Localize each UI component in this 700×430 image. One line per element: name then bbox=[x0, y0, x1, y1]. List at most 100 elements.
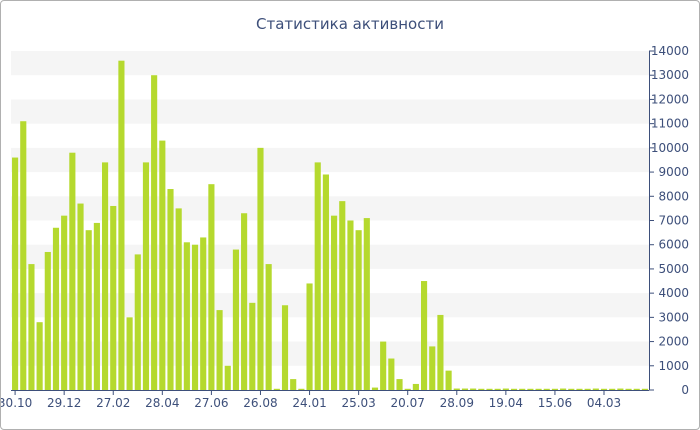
bar bbox=[429, 346, 436, 390]
bar bbox=[527, 388, 534, 390]
bar bbox=[445, 370, 452, 390]
bar bbox=[494, 388, 501, 390]
bar bbox=[453, 388, 460, 390]
bar bbox=[510, 388, 518, 390]
bar bbox=[306, 283, 313, 390]
grid-band bbox=[11, 196, 649, 221]
y-tick-label: 14000 bbox=[651, 44, 689, 58]
bar bbox=[52, 227, 60, 390]
y-tick-label: 11000 bbox=[651, 117, 689, 131]
bar bbox=[134, 254, 141, 390]
bar bbox=[175, 208, 182, 390]
bar bbox=[167, 189, 174, 390]
y-tick-label: 3000 bbox=[658, 310, 689, 324]
grid-band bbox=[11, 51, 649, 76]
y-tick-label: 7000 bbox=[658, 214, 689, 228]
x-tick-label: 25.03 bbox=[341, 396, 375, 410]
bar bbox=[265, 264, 272, 390]
x-tick-labels: 30.10 29.12 27.02 28.04 27.06 26.08 24.01 25.03… bbox=[1, 390, 621, 410]
bars bbox=[12, 60, 648, 390]
bar bbox=[486, 388, 493, 390]
bar bbox=[347, 220, 354, 390]
grid-bands bbox=[11, 51, 649, 366]
bar bbox=[576, 388, 583, 390]
y-tick-label: 5000 bbox=[658, 262, 689, 276]
x-tick-label: 29.12 bbox=[47, 396, 81, 410]
bar bbox=[641, 388, 648, 390]
bar bbox=[625, 388, 632, 390]
bar bbox=[93, 222, 100, 390]
x-tick-label: 28.04 bbox=[145, 396, 179, 410]
bar bbox=[200, 237, 207, 390]
grid-band bbox=[11, 341, 649, 366]
bar bbox=[535, 388, 542, 390]
bar bbox=[568, 388, 575, 390]
bar bbox=[461, 388, 469, 390]
bar bbox=[600, 388, 608, 390]
bar bbox=[502, 388, 509, 390]
bar bbox=[617, 388, 624, 390]
bar bbox=[420, 281, 428, 390]
bar bbox=[183, 242, 190, 390]
bar bbox=[69, 152, 76, 390]
bar bbox=[159, 140, 166, 390]
bar bbox=[322, 174, 329, 390]
bar bbox=[412, 383, 419, 390]
bar bbox=[339, 201, 346, 390]
bar bbox=[519, 388, 526, 390]
y-tick-label: 10000 bbox=[651, 141, 689, 155]
y-tick-label: 8000 bbox=[658, 189, 689, 203]
bar bbox=[592, 388, 599, 390]
bar bbox=[298, 388, 305, 390]
y-tick-label: 0 bbox=[681, 383, 689, 397]
y-tick-label: 2000 bbox=[658, 335, 689, 349]
bar bbox=[380, 341, 387, 390]
bar bbox=[551, 388, 559, 390]
y-tick-label: 6000 bbox=[658, 238, 689, 252]
bar bbox=[216, 310, 223, 390]
bar bbox=[560, 388, 567, 390]
bar bbox=[633, 388, 640, 390]
bar bbox=[437, 314, 444, 390]
bar bbox=[249, 302, 256, 390]
x-tick-label: 19.04 bbox=[489, 396, 523, 410]
bar bbox=[85, 230, 92, 390]
y-tick-labels: 0 1000 2000 3000 4000 5000 6000 7000 8000 9000 100… bbox=[649, 44, 689, 397]
y-tick-label: 4000 bbox=[658, 286, 689, 300]
y-tick-label: 12000 bbox=[651, 92, 689, 106]
grid-band bbox=[11, 147, 649, 173]
bar bbox=[208, 184, 215, 390]
chart-title: Статистика активности bbox=[256, 15, 444, 33]
grid-band bbox=[11, 293, 649, 318]
x-tick-label: 27.06 bbox=[194, 396, 228, 410]
x-tick-label: 15.06 bbox=[538, 396, 572, 410]
x-tick-label: 04.03 bbox=[587, 396, 621, 410]
bar bbox=[257, 147, 264, 390]
bar bbox=[478, 388, 485, 390]
grid-band bbox=[11, 244, 649, 269]
bar bbox=[44, 251, 51, 390]
bar bbox=[126, 317, 133, 390]
bar bbox=[543, 388, 550, 390]
grid-band bbox=[11, 99, 649, 124]
x-tick-label: 27.02 bbox=[96, 396, 130, 410]
bar bbox=[151, 75, 158, 390]
bar bbox=[36, 322, 43, 390]
y-tick-label: 9000 bbox=[658, 165, 689, 179]
bar bbox=[396, 379, 403, 390]
bar bbox=[314, 162, 321, 390]
x-tick-label: 26.08 bbox=[243, 396, 277, 410]
bar bbox=[584, 388, 591, 390]
bar bbox=[355, 230, 362, 390]
bar bbox=[363, 218, 370, 390]
bar bbox=[388, 358, 395, 390]
bar bbox=[281, 305, 289, 390]
bar bbox=[77, 203, 84, 390]
bar bbox=[110, 205, 117, 390]
y-tick-label: 13000 bbox=[651, 68, 689, 82]
bar bbox=[609, 388, 616, 390]
bar bbox=[470, 388, 477, 390]
bar bbox=[331, 215, 338, 390]
